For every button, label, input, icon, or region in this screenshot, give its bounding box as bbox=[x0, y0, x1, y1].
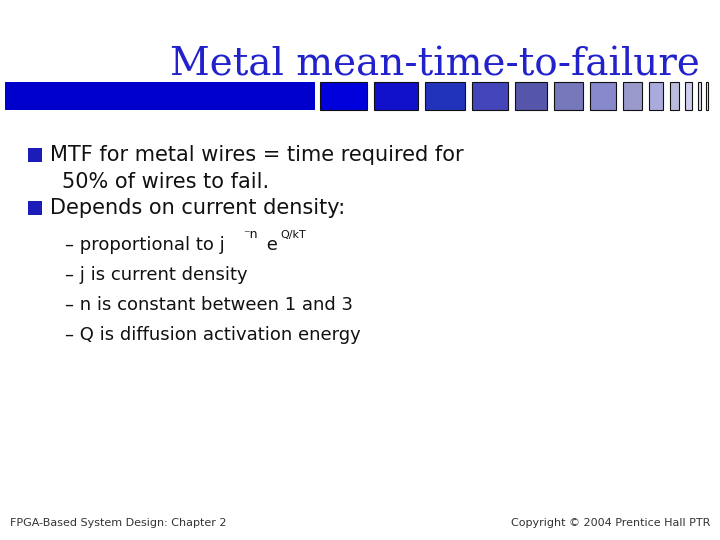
Bar bbox=[28, 148, 42, 162]
Bar bbox=[28, 201, 42, 215]
Bar bbox=[515, 82, 547, 110]
Text: ⁻n: ⁻n bbox=[243, 228, 258, 241]
Text: Depends on current density:: Depends on current density: bbox=[50, 198, 345, 218]
Text: – n is constant between 1 and 3: – n is constant between 1 and 3 bbox=[65, 296, 353, 314]
Text: – Q is diffusion activation energy: – Q is diffusion activation energy bbox=[65, 326, 361, 344]
Text: – proportional to j: – proportional to j bbox=[65, 236, 225, 254]
Text: Q/kT: Q/kT bbox=[280, 230, 306, 240]
Bar bbox=[5, 82, 315, 110]
Text: Metal mean-time-to-failure: Metal mean-time-to-failure bbox=[170, 46, 700, 84]
Bar bbox=[685, 82, 692, 110]
Bar bbox=[425, 82, 464, 110]
Text: e: e bbox=[261, 236, 278, 254]
Bar bbox=[649, 82, 663, 110]
Bar bbox=[590, 82, 616, 110]
Bar bbox=[706, 82, 708, 110]
Text: MTF for metal wires = time required for: MTF for metal wires = time required for bbox=[50, 145, 464, 165]
Text: – j is current density: – j is current density bbox=[65, 266, 248, 284]
Text: 50% of wires to fail.: 50% of wires to fail. bbox=[62, 172, 269, 192]
Bar bbox=[320, 82, 367, 110]
Bar bbox=[670, 82, 679, 110]
Bar bbox=[554, 82, 583, 110]
Bar bbox=[698, 82, 701, 110]
Bar bbox=[472, 82, 508, 110]
Text: FPGA-Based System Design: Chapter 2: FPGA-Based System Design: Chapter 2 bbox=[10, 518, 227, 528]
Bar bbox=[623, 82, 642, 110]
Text: Copyright © 2004 Prentice Hall PTR: Copyright © 2004 Prentice Hall PTR bbox=[510, 518, 710, 528]
Bar bbox=[374, 82, 418, 110]
